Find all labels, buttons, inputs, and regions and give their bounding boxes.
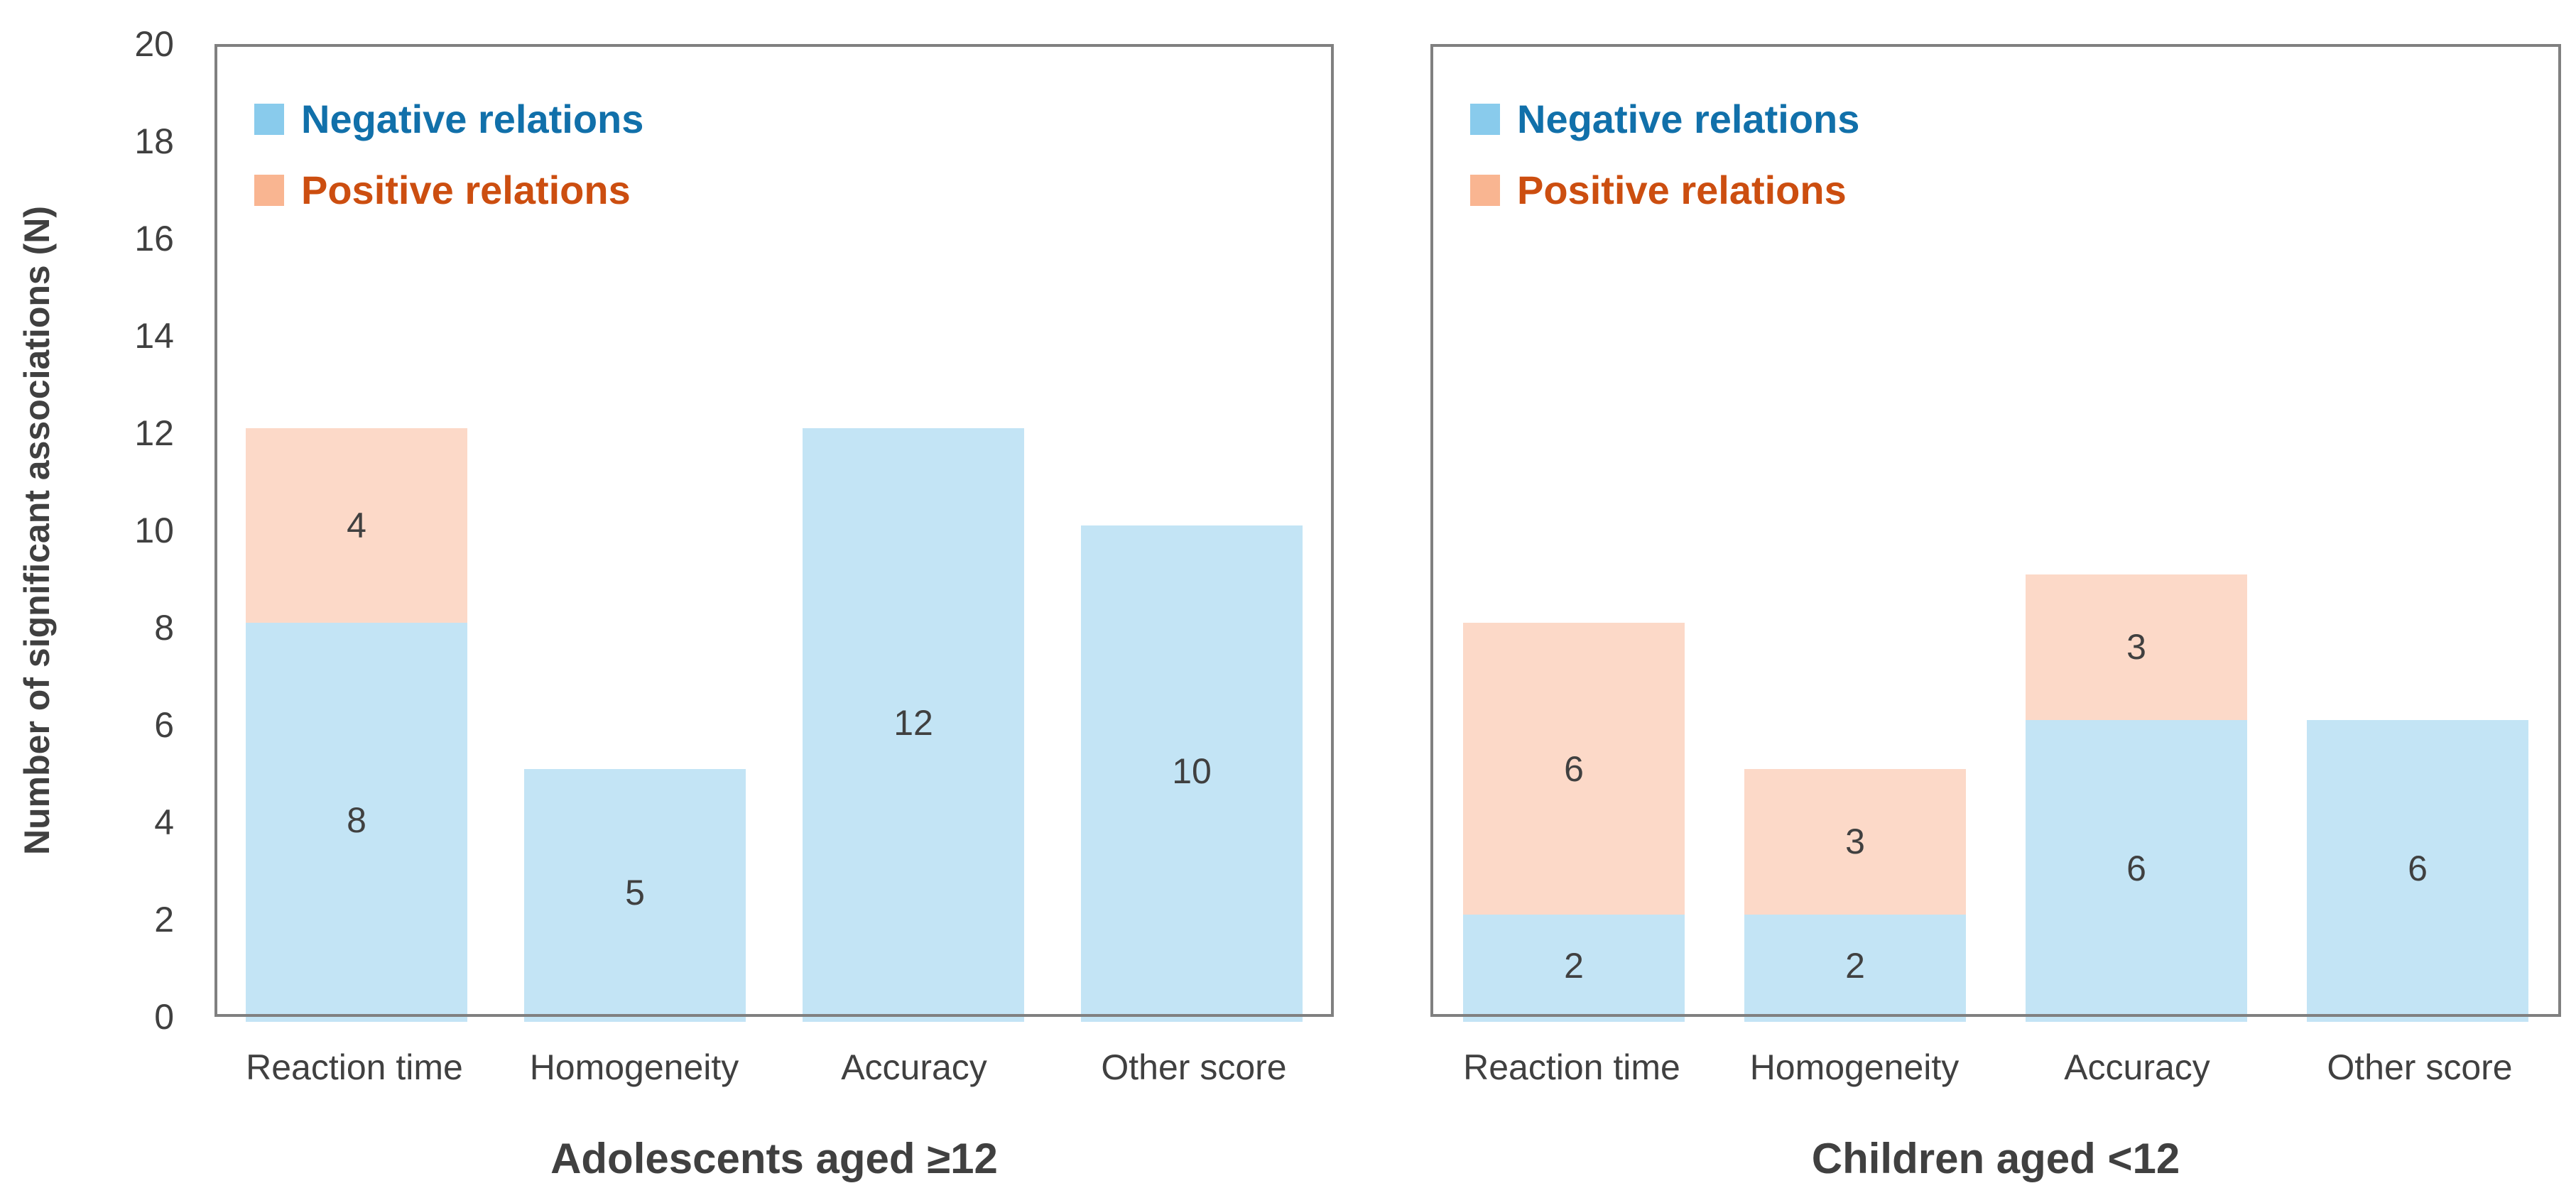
category-label: Reaction time — [1463, 1047, 1680, 1087]
bar-other-score: 6 — [2307, 720, 2528, 1022]
y-tick-label: 4 — [154, 802, 174, 842]
y-tick-label: 12 — [134, 413, 174, 453]
bar-segment-negative: 5 — [524, 768, 746, 1022]
legend-label-positive: Positive relations — [1517, 168, 1847, 212]
y-tick-label: 8 — [154, 608, 174, 648]
category-label: Accuracy — [841, 1047, 987, 1087]
legend: Negative relations Positive relations — [1470, 99, 1859, 210]
y-axis-ticks: 0 2 4 6 8 10 12 14 16 18 20 — [92, 26, 174, 1035]
bar-segment-negative: 6 — [2026, 720, 2247, 1022]
bar-segment-negative: 2 — [1744, 915, 1966, 1022]
bar-value-label: 2 — [1845, 946, 1865, 986]
legend-label-negative: Negative relations — [301, 97, 644, 141]
chart-title: Adolescents aged ≥12 — [550, 1135, 998, 1182]
bar-other-score: 10 — [1081, 525, 1303, 1022]
legend-swatch-positive-icon — [254, 175, 284, 206]
y-tick-label: 18 — [134, 121, 174, 161]
category-label: Other score — [2327, 1047, 2513, 1087]
category-label: Homogeneity — [1749, 1047, 1960, 1087]
legend-swatch-positive-icon — [1470, 175, 1500, 206]
legend-label-positive: Positive relations — [301, 168, 631, 212]
bar-value-label: 5 — [625, 873, 645, 913]
legend-item-positive: Positive relations — [254, 170, 643, 210]
bar-value-label: 8 — [347, 800, 366, 840]
legend-item-negative: Negative relations — [254, 99, 643, 139]
bars: 8 4 5 12 10 — [217, 44, 1331, 1022]
bar-value-label: 12 — [893, 702, 933, 743]
bar-value-label: 3 — [1845, 822, 1865, 862]
category-label: Homogeneity — [529, 1047, 739, 1087]
category-labels: Reaction time Homogeneity Accuracy Other sc… — [214, 1048, 1334, 1087]
bar-segment-positive: 3 — [2026, 574, 2247, 720]
bar-segment-negative: 10 — [1081, 525, 1303, 1022]
y-tick-label: 6 — [154, 705, 174, 745]
category-label: Accuracy — [2064, 1047, 2210, 1087]
y-tick-label: 10 — [134, 511, 174, 550]
y-tick-label: 14 — [134, 316, 174, 356]
bar-segment-positive: 4 — [246, 428, 467, 623]
legend-item-negative: Negative relations — [1470, 99, 1859, 139]
bar-homogeneity: 5 — [524, 768, 746, 1022]
legend-label-negative: Negative relations — [1517, 97, 1860, 141]
bar-segment-positive: 3 — [1744, 768, 1966, 915]
y-tick-label: 2 — [154, 900, 174, 939]
bar-value-label: 6 — [2408, 849, 2428, 888]
bar-segment-negative: 8 — [246, 623, 467, 1022]
bar-accuracy: 12 — [803, 428, 1024, 1022]
category-label: Other score — [1101, 1047, 1287, 1087]
bar-value-label: 3 — [2126, 627, 2146, 667]
bar-value-label: 2 — [1564, 946, 1584, 986]
bar-segment-negative: 12 — [803, 428, 1024, 1022]
y-tick-label: 16 — [134, 219, 174, 258]
bar-value-label: 6 — [1564, 748, 1584, 789]
category-label: Reaction time — [246, 1047, 463, 1087]
y-tick-label: 0 — [154, 997, 174, 1037]
legend-item-positive: Positive relations — [1470, 170, 1859, 210]
bar-value-label: 10 — [1172, 751, 1212, 791]
legend: Negative relations Positive relations — [254, 99, 643, 210]
bar-segment-negative: 2 — [1463, 915, 1685, 1022]
legend-swatch-negative-icon — [254, 104, 284, 135]
category-labels: Reaction time Homogeneity Accuracy Other sc… — [1430, 1048, 2561, 1087]
bar-value-label: 6 — [2126, 849, 2146, 888]
y-tick-label: 20 — [134, 24, 174, 64]
bar-segment-positive: 6 — [1463, 623, 1685, 915]
legend-swatch-negative-icon — [1470, 104, 1500, 135]
bar-value-label: 4 — [347, 506, 366, 545]
bar-segment-negative: 6 — [2307, 720, 2528, 1022]
chart-title: Children aged <12 — [1811, 1135, 2180, 1182]
